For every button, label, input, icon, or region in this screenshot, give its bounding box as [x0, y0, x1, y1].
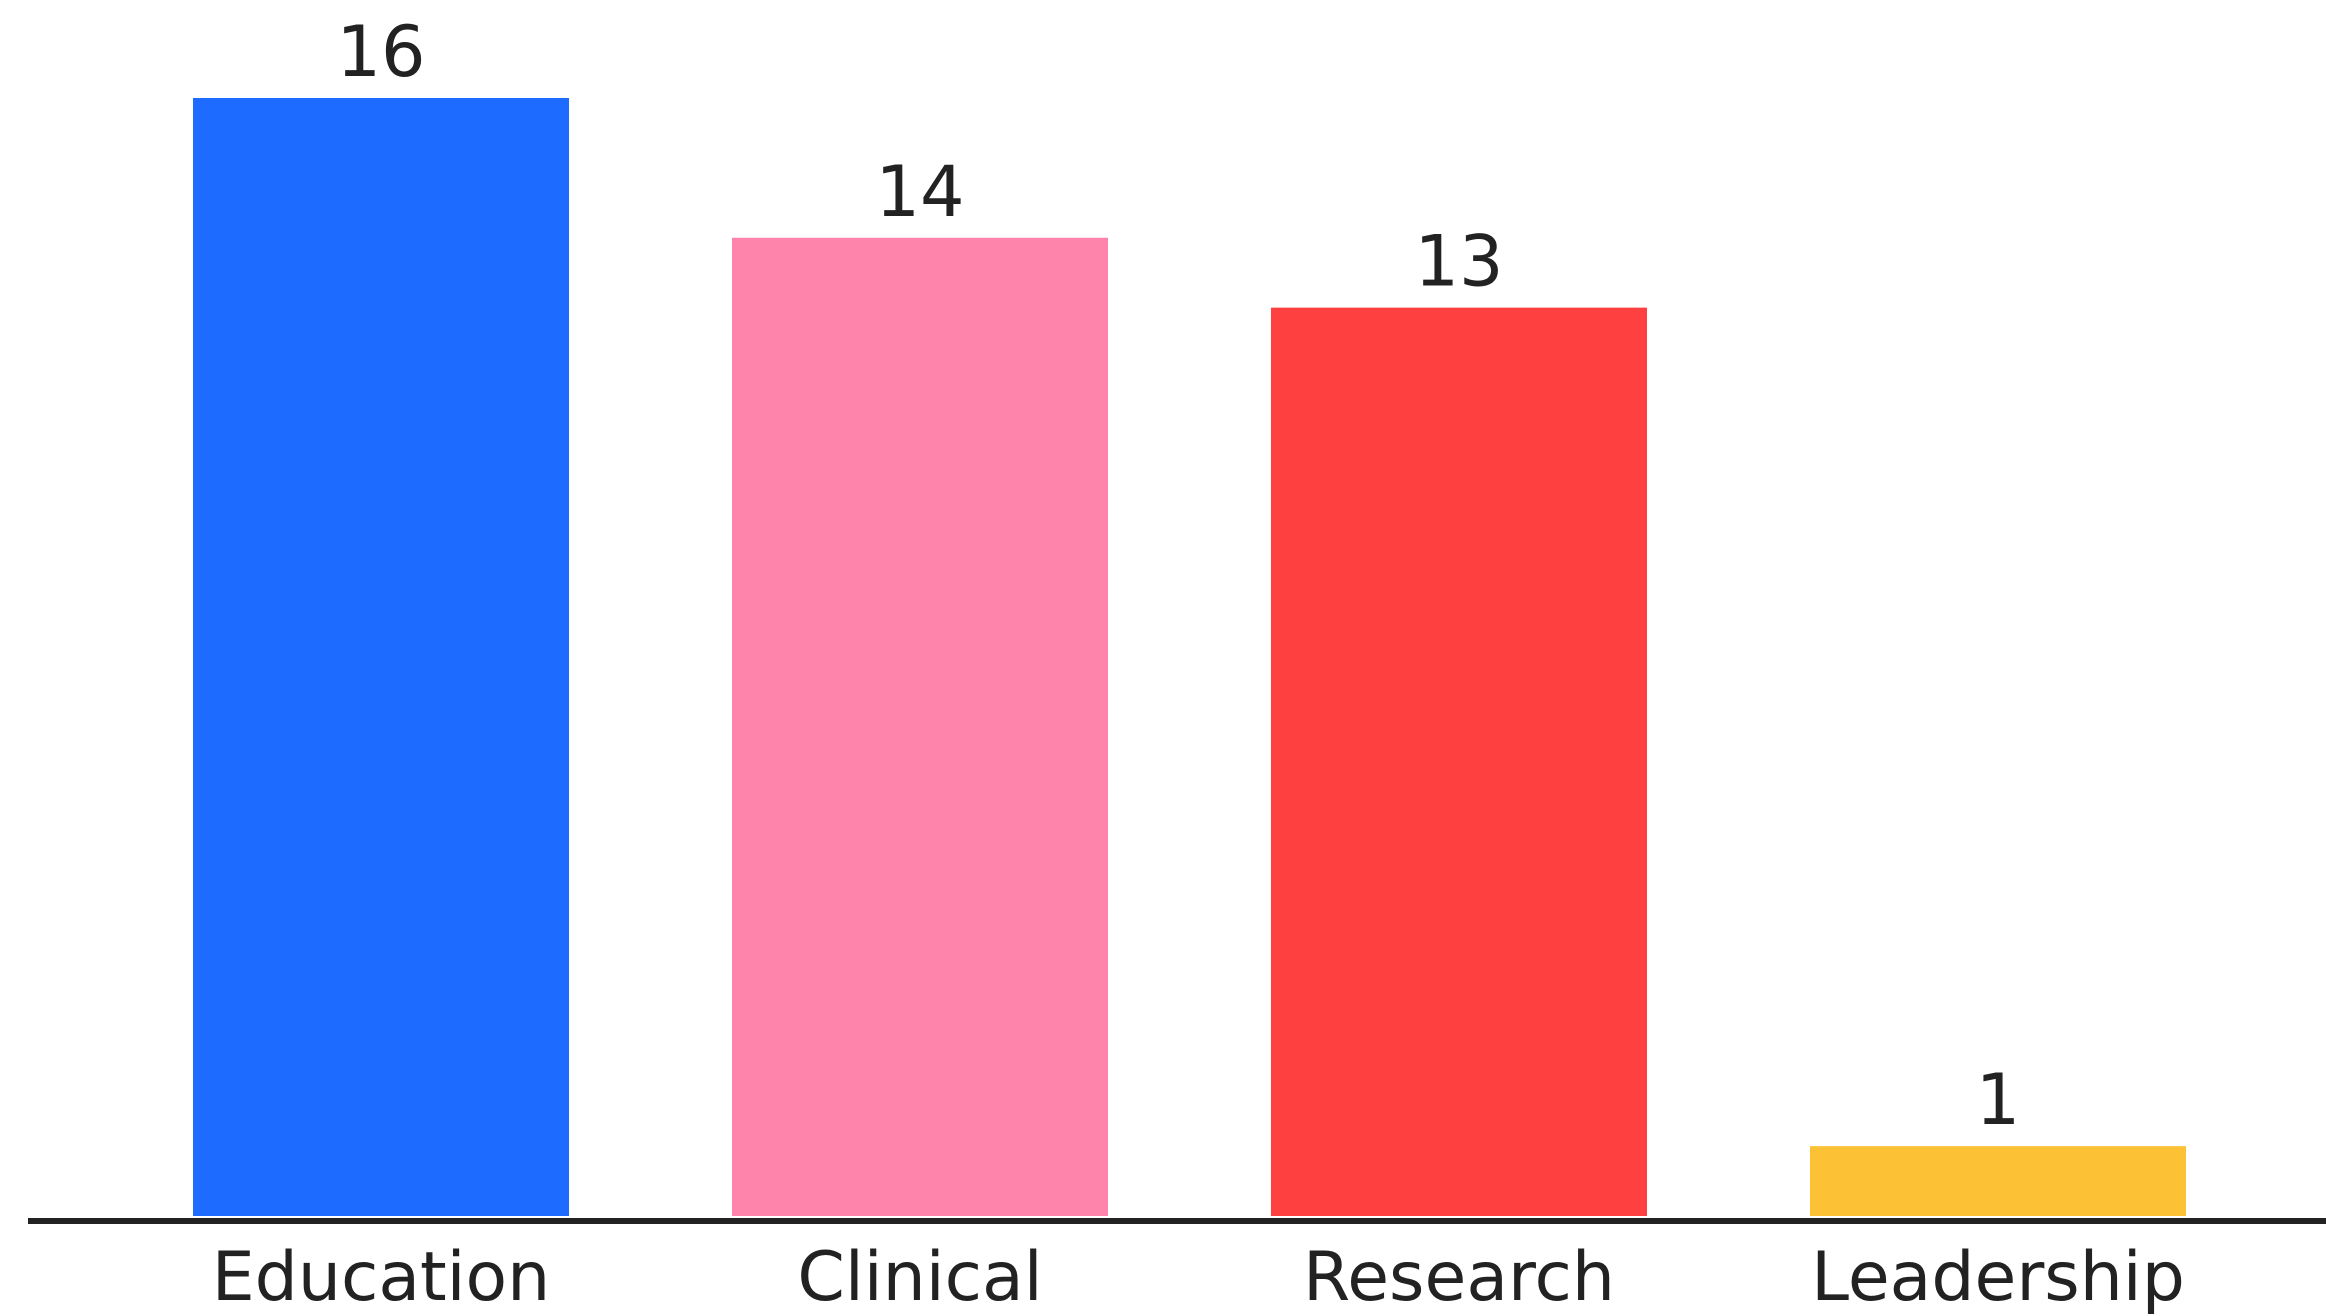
bar-clinical [732, 237, 1108, 1216]
category-label-education: Education [212, 1238, 551, 1316]
category-labels-group: Education Clinical Research Leadership [212, 1238, 2185, 1316]
category-label-leadership: Leadership [1811, 1238, 2185, 1316]
bar-education [193, 98, 569, 1216]
bar-research [1271, 307, 1647, 1216]
value-label-leadership: 1 [1976, 1059, 2021, 1141]
category-label-clinical: Clinical [797, 1238, 1042, 1316]
bar-leadership [1810, 1146, 2186, 1216]
value-label-clinical: 14 [875, 151, 964, 233]
value-labels-group: 16 14 13 1 [336, 11, 2020, 1141]
value-label-education: 16 [336, 11, 425, 93]
category-label-research: Research [1303, 1238, 1615, 1316]
value-label-research: 13 [1414, 221, 1503, 303]
bars-group [193, 98, 2186, 1216]
